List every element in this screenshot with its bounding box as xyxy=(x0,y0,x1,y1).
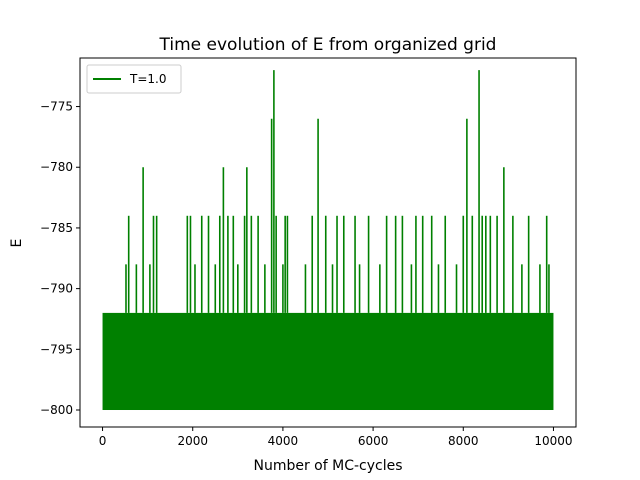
y-axis: −775 −780 −785 −790 −795 −800 xyxy=(40,100,80,417)
x-tick-label: 10000 xyxy=(534,434,572,448)
series-band xyxy=(102,312,554,411)
y-tick-label: −785 xyxy=(40,221,73,235)
y-tick-label: −800 xyxy=(40,403,73,417)
y-tick-label: −795 xyxy=(40,342,73,356)
legend-label: T=1.0 xyxy=(129,72,166,86)
x-tick-label: 6000 xyxy=(358,434,389,448)
chart-title: Time evolution of E from organized grid xyxy=(159,35,497,55)
x-tick-label: 8000 xyxy=(448,434,479,448)
legend-box xyxy=(86,64,182,94)
x-tick-label: 0 xyxy=(99,434,107,448)
plot-area xyxy=(102,70,554,411)
plot-frame xyxy=(79,57,577,428)
y-tick-label: −780 xyxy=(40,160,73,174)
x-axis: 0 2000 4000 6000 8000 10000 xyxy=(99,427,573,448)
y-tick-label: −790 xyxy=(40,282,73,296)
legend: T=1.0 xyxy=(86,64,182,94)
y-axis-label: E xyxy=(9,239,25,248)
x-tick-label: 4000 xyxy=(268,434,299,448)
y-tick-label: −775 xyxy=(40,100,73,114)
x-axis-label: Number of MC-cycles xyxy=(253,458,402,474)
x-tick-label: 2000 xyxy=(177,434,208,448)
